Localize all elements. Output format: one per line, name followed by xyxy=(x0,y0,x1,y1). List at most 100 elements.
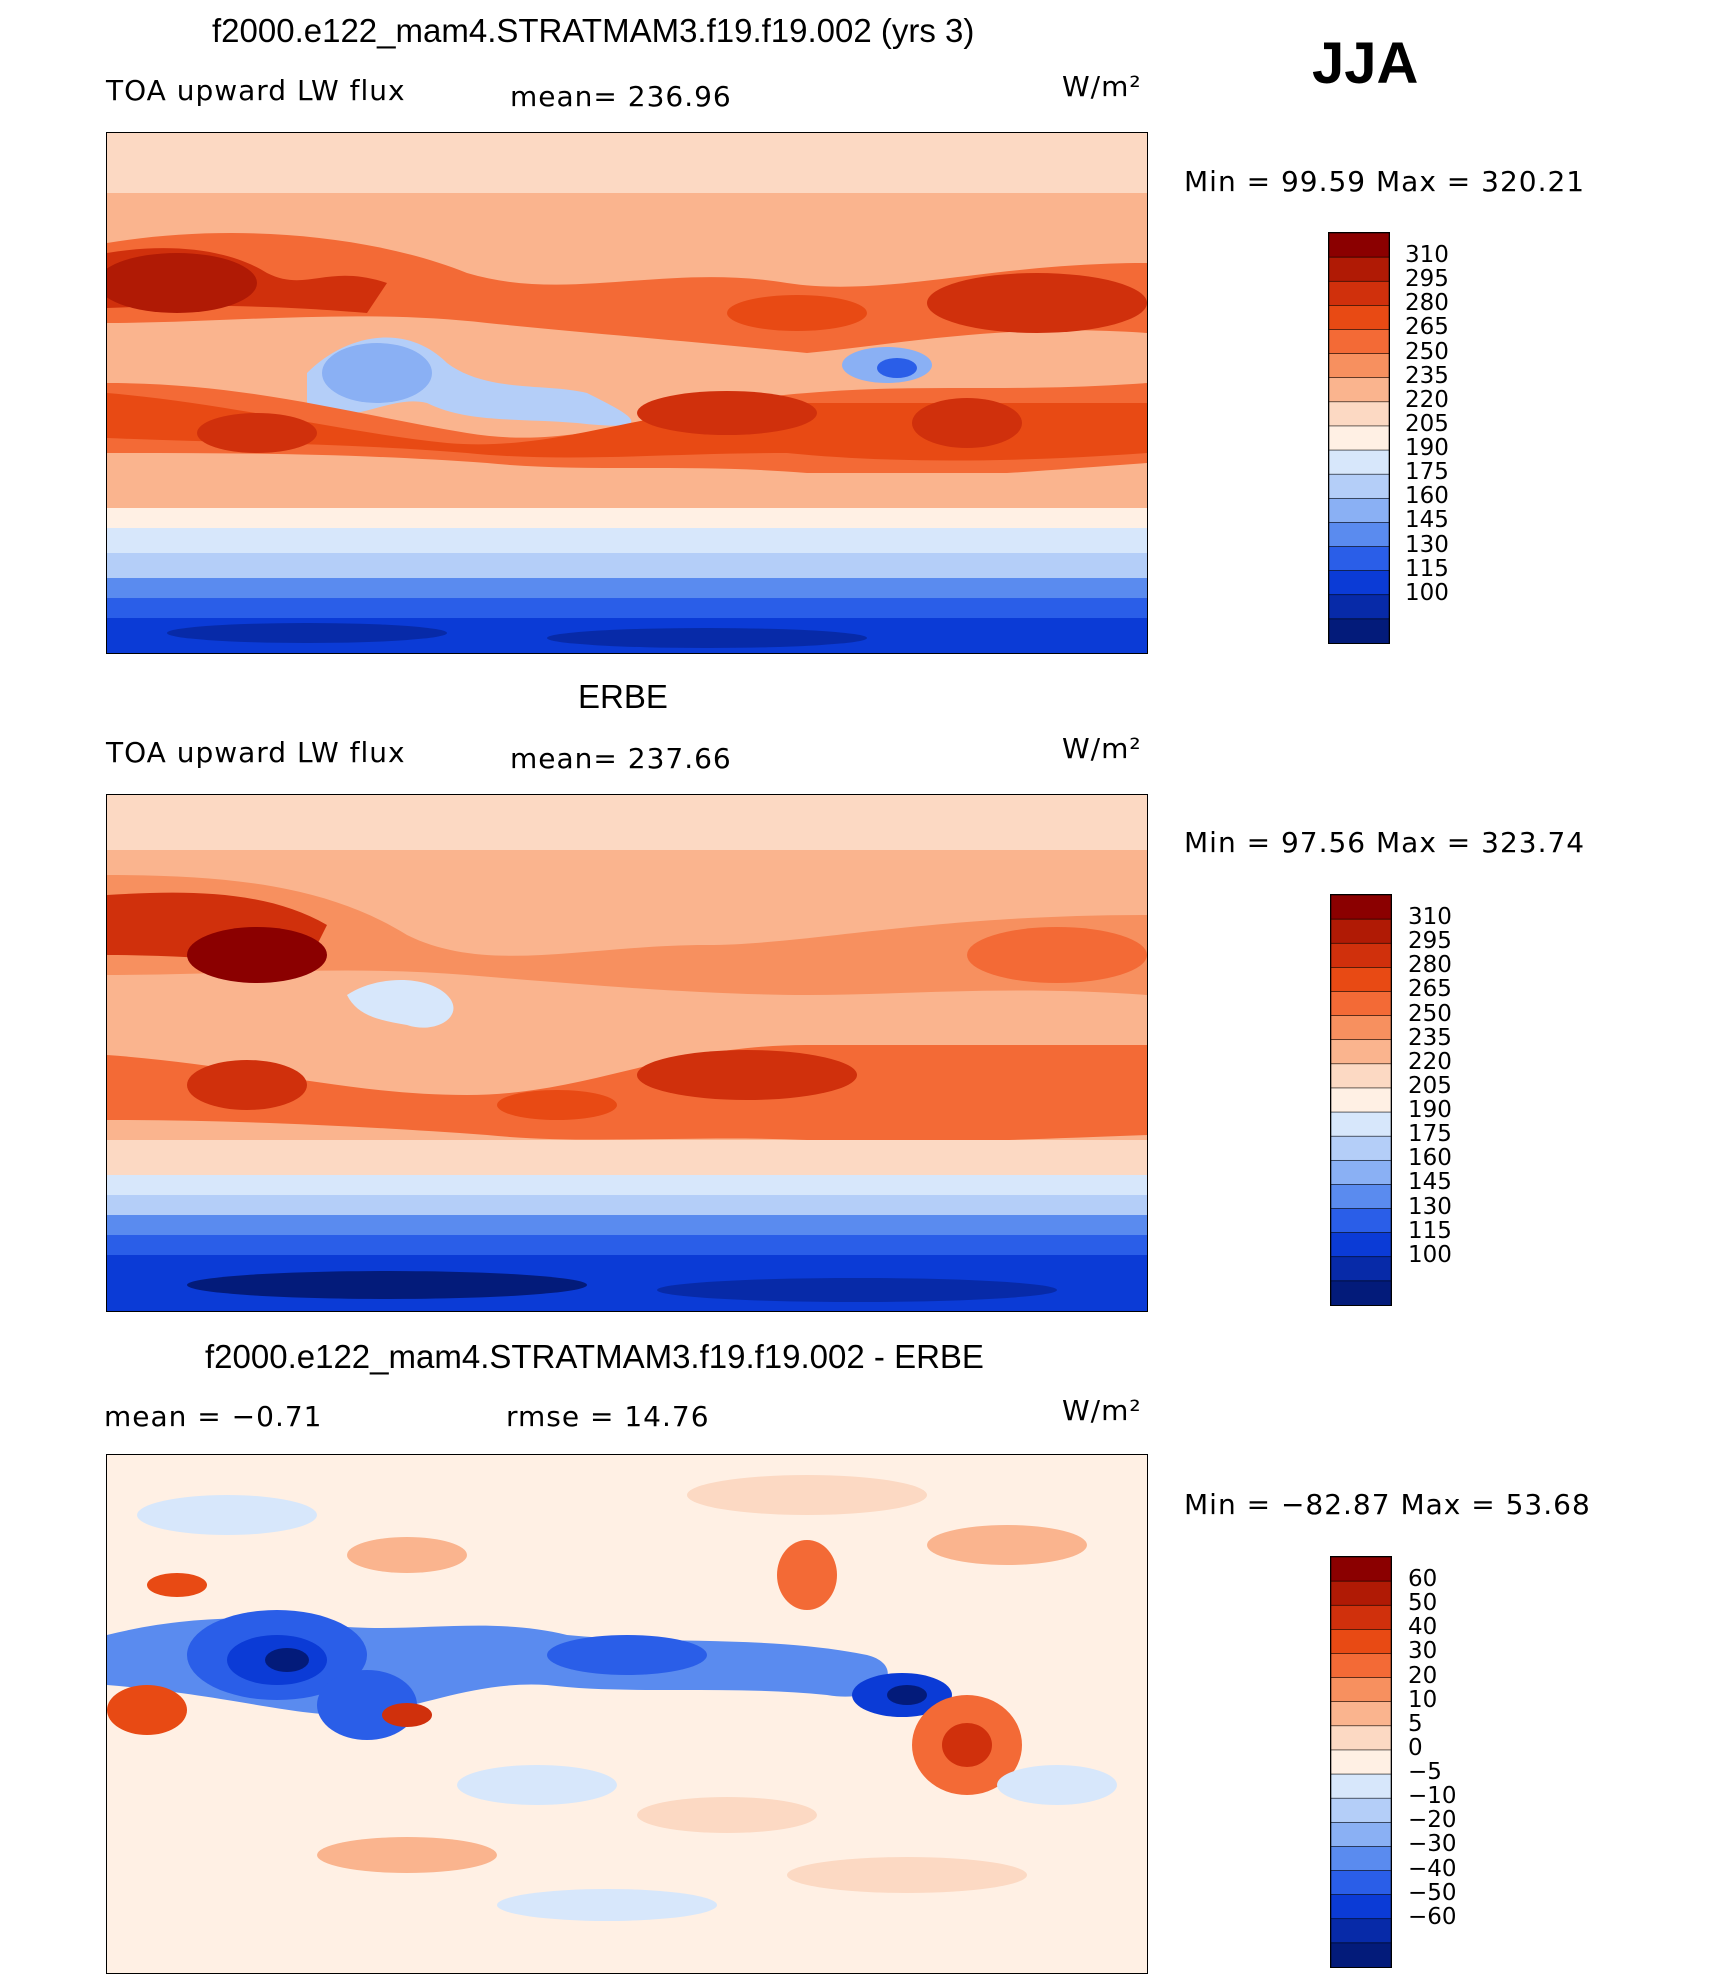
colorbar-tick-label: 235 xyxy=(1405,362,1449,389)
colorbar-tick-label: 220 xyxy=(1405,386,1449,413)
colorbar-swatch xyxy=(1330,1821,1392,1848)
colorbar-swatch xyxy=(1330,1846,1392,1872)
colorbar-tick-label: 115 xyxy=(1408,1217,1452,1244)
colorbar-swatch xyxy=(1330,1256,1392,1282)
panel-title: ERBE xyxy=(578,678,668,715)
colorbar-swatch xyxy=(1328,401,1390,427)
colorbar-tick-label: 130 xyxy=(1408,1193,1452,1220)
colorbar-tick-label: 130 xyxy=(1405,531,1449,558)
map-panel-model xyxy=(106,132,1148,654)
colorbar-swatch xyxy=(1330,1135,1392,1162)
colorbar-tick-label: −50 xyxy=(1408,1879,1457,1906)
colorbar-swatch xyxy=(1330,1653,1392,1679)
panel-title: f2000.e122_mam4.STRATMAM3.f19.f19.002 (y… xyxy=(212,12,975,49)
difference-map xyxy=(107,1455,1147,1973)
colorbar-tick-label: 50 xyxy=(1408,1590,1438,1617)
mean-label: mean= 237.66 xyxy=(510,742,732,775)
minmax-label: Min = 99.59 Max = 320.21 xyxy=(1184,165,1586,198)
mean-label: mean = −0.71 xyxy=(104,1400,323,1433)
map-panel-difference xyxy=(106,1454,1148,1974)
colorbar-swatch xyxy=(1330,1280,1392,1306)
minmax-label: Min = −82.87 Max = 53.68 xyxy=(1184,1488,1591,1521)
colorbar-swatch xyxy=(1328,377,1390,403)
colorbar-tick-label: 115 xyxy=(1405,555,1449,582)
colorbar-tick-label: −20 xyxy=(1408,1807,1457,1834)
colorbar-tick-label: 280 xyxy=(1405,290,1449,317)
colorbar-tick-label: 20 xyxy=(1408,1662,1438,1689)
colorbar-tick-label: 100 xyxy=(1408,1241,1452,1268)
colorbar-tick-label: 280 xyxy=(1408,952,1452,979)
colorbar-swatch xyxy=(1328,449,1390,475)
model-flux-map xyxy=(107,133,1147,653)
colorbar-swatch xyxy=(1328,497,1390,524)
colorbar-swatch xyxy=(1328,618,1390,644)
colorbar-swatch xyxy=(1330,1087,1392,1113)
colorbar-swatch xyxy=(1330,1015,1392,1041)
colorbar-swatch xyxy=(1330,1111,1392,1137)
colorbar-swatch xyxy=(1330,942,1392,969)
colorbar-difference xyxy=(1330,1556,1392,1968)
colorbar-tick-label: 30 xyxy=(1408,1638,1438,1665)
colorbar-swatch xyxy=(1330,1749,1392,1775)
colorbar-tick-label: 175 xyxy=(1408,1121,1452,1148)
colorbar-swatch xyxy=(1330,1725,1392,1751)
mean-label: mean= 236.96 xyxy=(510,80,732,113)
colorbar-tick-label: 175 xyxy=(1405,459,1449,486)
colorbar-swatches xyxy=(1330,1556,1392,1968)
colorbar-tick-label: 220 xyxy=(1408,1048,1452,1075)
colorbar-swatch xyxy=(1330,1629,1392,1655)
colorbar-swatch xyxy=(1330,1894,1392,1920)
colorbar-swatch xyxy=(1328,329,1390,355)
colorbar-tick-label: −10 xyxy=(1408,1783,1457,1810)
colorbar-tick-label: −30 xyxy=(1408,1831,1457,1858)
colorbar-swatch xyxy=(1330,1039,1392,1065)
colorbar-tick-label: 235 xyxy=(1408,1024,1452,1051)
colorbar-swatches xyxy=(1330,894,1392,1306)
colorbar-swatch xyxy=(1328,232,1390,258)
colorbar-tick-label: 295 xyxy=(1405,266,1449,293)
colorbar-tick-label: −40 xyxy=(1408,1855,1457,1882)
colorbar-tick-label: 310 xyxy=(1408,904,1452,931)
colorbar-swatch xyxy=(1330,1773,1392,1799)
colorbar-swatch xyxy=(1330,1701,1392,1727)
colorbar-swatch xyxy=(1330,991,1392,1017)
colorbar-swatch xyxy=(1328,522,1390,548)
colorbar-erbe xyxy=(1330,894,1392,1306)
season-label: JJA xyxy=(1312,31,1419,96)
colorbar-swatch xyxy=(1330,894,1392,920)
colorbar-tick-label: 190 xyxy=(1405,435,1449,462)
colorbar-swatch xyxy=(1330,1184,1392,1210)
colorbar-swatch xyxy=(1328,546,1390,572)
colorbar-tick-label: 265 xyxy=(1408,976,1452,1003)
colorbar-swatch xyxy=(1330,967,1392,993)
colorbar-swatch xyxy=(1328,570,1390,596)
colorbar-swatch xyxy=(1330,1556,1392,1582)
colorbar-tick-label: 310 xyxy=(1405,242,1449,269)
colorbar-tick-label: 145 xyxy=(1405,507,1449,534)
colorbar-tick-label: −60 xyxy=(1408,1903,1457,1930)
units-label: W/m² xyxy=(1062,732,1142,765)
colorbar-swatch xyxy=(1330,1797,1392,1824)
colorbar-swatch xyxy=(1328,594,1390,620)
colorbar-tick-label: 250 xyxy=(1408,1000,1452,1027)
colorbar-tick-label: 100 xyxy=(1405,579,1449,606)
units-label: W/m² xyxy=(1062,70,1142,103)
colorbar-tick-label: 265 xyxy=(1405,314,1449,341)
colorbar-swatch xyxy=(1328,305,1390,331)
colorbar-tick-label: 205 xyxy=(1405,410,1449,437)
colorbar-swatch xyxy=(1330,1918,1392,1944)
map-panel-erbe xyxy=(106,794,1148,1312)
colorbar-tick-label: 60 xyxy=(1408,1566,1438,1593)
colorbar-swatch xyxy=(1330,1677,1392,1703)
colorbar-tick-label: 295 xyxy=(1408,928,1452,955)
colorbar-tick-label: 0 xyxy=(1408,1734,1423,1761)
colorbar-swatch xyxy=(1330,1063,1392,1089)
colorbar-swatches xyxy=(1328,232,1390,644)
colorbar-tick-label: 160 xyxy=(1408,1145,1452,1172)
colorbar-swatch xyxy=(1328,425,1390,451)
colorbar-swatch xyxy=(1330,1159,1392,1186)
colorbar-tick-label: 40 xyxy=(1408,1614,1438,1641)
colorbar-tick-label: 205 xyxy=(1408,1072,1452,1099)
minmax-label: Min = 97.56 Max = 323.74 xyxy=(1184,826,1586,859)
colorbar-tick-label: 5 xyxy=(1408,1710,1423,1737)
